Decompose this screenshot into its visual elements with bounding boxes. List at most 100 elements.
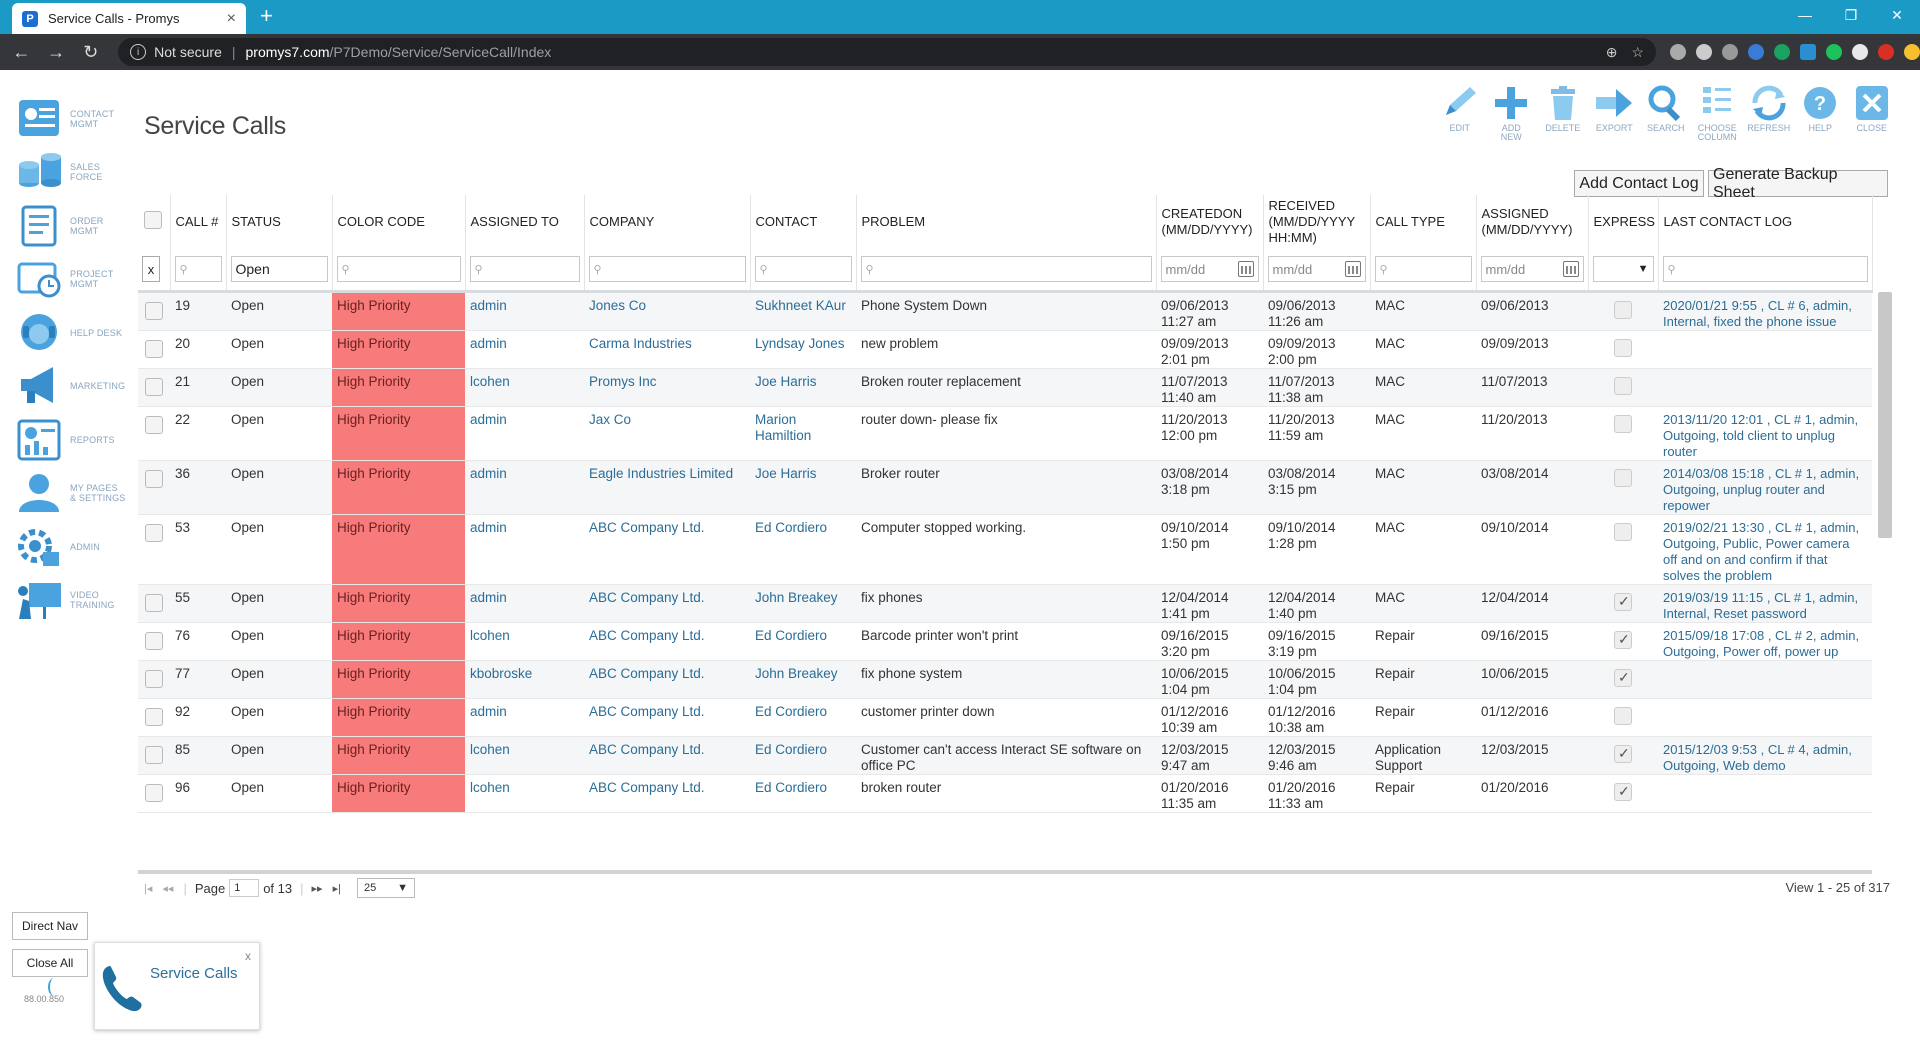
column-header-problem[interactable]: PROBLEM — [856, 195, 1157, 249]
company-cell[interactable]: ABC Company Ltd. — [584, 622, 750, 661]
last-contact-log-cell[interactable] — [1658, 774, 1872, 813]
calendar-icon[interactable] — [1562, 261, 1579, 278]
assigned-to-cell[interactable]: kbobroske — [465, 660, 584, 699]
assigned-to-cell[interactable]: lcohen — [465, 774, 584, 813]
edit-button[interactable]: EDIT — [1434, 84, 1486, 142]
contact-cell[interactable]: Ed Cordiero — [750, 736, 856, 775]
contact-cell[interactable]: Ed Cordiero — [750, 774, 856, 813]
assigned-to-cell[interactable]: admin — [465, 514, 584, 585]
reload-icon[interactable]: ↻ — [83, 41, 99, 62]
last-contact-log-cell[interactable]: 2015/09/18 17:08 , CL # 2, admin, Outgoi… — [1658, 622, 1872, 661]
sidebar-item-sales-force[interactable]: SALES FORCE — [16, 146, 126, 200]
company-cell[interactable]: Eagle Industries Limited — [584, 460, 750, 515]
company-cell[interactable]: ABC Company Ltd. — [584, 698, 750, 737]
clear-filters-button[interactable]: x — [142, 256, 160, 283]
last-contact-log-cell[interactable]: 2019/02/21 13:30 , CL # 1, admin, Outgoi… — [1658, 514, 1872, 585]
sidebar-item-help-desk[interactable]: HELP DESK — [16, 306, 126, 360]
new-tab-button[interactable]: + — [260, 3, 273, 28]
column-header-company[interactable]: COMPANY — [584, 195, 751, 249]
table-row[interactable]: 19 Open High Priority admin Jones Co Sukhneet… — [138, 291, 1872, 331]
task-window-close-icon[interactable]: x — [245, 949, 251, 963]
minimize-icon[interactable]: — — [1798, 7, 1812, 23]
table-row[interactable]: 76 Open High Priority lcohen ABC Company Ltd… — [138, 622, 1872, 661]
refresh-button[interactable]: REFRESH — [1743, 84, 1795, 142]
contact-cell[interactable]: Sukhneet KAur — [750, 291, 856, 331]
call-filter-input[interactable]: ⚲ — [174, 256, 222, 283]
company-cell[interactable]: ABC Company Ltd. — [584, 514, 750, 585]
last-contact-log-cell[interactable] — [1658, 698, 1872, 737]
assigned-to-filter-input[interactable]: ⚲ — [469, 256, 580, 283]
extension-icon[interactable] — [1903, 44, 1920, 60]
received-filter-input[interactable]: mm/dd — [1267, 256, 1366, 283]
export-button[interactable]: EXPORT — [1589, 84, 1641, 142]
sidebar-item-order-mgmt[interactable]: ORDER MGMT — [16, 199, 126, 253]
color-code-filter-input[interactable]: ⚲ — [336, 256, 461, 283]
status-filter-input[interactable]: Open — [230, 256, 328, 283]
forward-icon[interactable]: → — [47, 41, 66, 62]
createdon-filter-input[interactable]: mm/dd — [1160, 256, 1259, 283]
generate-backup-sheet-button[interactable]: Generate Backup Sheet — [1708, 166, 1888, 201]
row-select-checkbox[interactable] — [145, 523, 163, 542]
table-row[interactable]: 92 Open High Priority admin ABC Company Ltd.… — [138, 698, 1872, 737]
prev-page-icon[interactable]: ◂◂ — [162, 882, 174, 895]
page-number-input[interactable]: 1 — [229, 879, 260, 897]
last-contact-log-cell[interactable]: 2014/03/08 15:18 , CL # 1, admin, Outgoi… — [1658, 460, 1872, 515]
table-row[interactable]: 96 Open High Priority lcohen ABC Company Ltd… — [138, 774, 1872, 813]
row-select-checkbox[interactable] — [145, 469, 163, 488]
choose-column-button[interactable]: CHOOSE COLUMN — [1692, 84, 1744, 142]
table-row[interactable]: 22 Open High Priority admin Jax Co Marion Ham… — [138, 406, 1872, 461]
row-select-checkbox[interactable] — [145, 593, 163, 612]
column-header-color-code[interactable]: COLOR CODE — [332, 195, 466, 249]
last-contact-log-cell[interactable] — [1658, 368, 1872, 407]
search-button[interactable]: SEARCH — [1640, 84, 1692, 142]
contact-cell[interactable]: Joe Harris — [750, 460, 856, 515]
column-header-createdon[interactable]: CREATEDON (MM/DD/YYYY) — [1156, 195, 1264, 249]
contact-cell[interactable]: Ed Cordiero — [750, 514, 856, 585]
extension-icon[interactable] — [1825, 44, 1842, 60]
column-header-assigned-date[interactable]: ASSIGNED (MM/DD/YYYY) — [1476, 195, 1589, 249]
company-cell[interactable]: Jones Co — [584, 291, 750, 331]
company-cell[interactable]: ABC Company Ltd. — [584, 660, 750, 699]
last-page-icon[interactable]: ▸| — [332, 882, 341, 895]
next-page-icon[interactable]: ▸▸ — [311, 882, 323, 895]
info-icon[interactable]: i — [130, 44, 147, 60]
table-row[interactable]: 77 Open High Priority kbobroske ABC Company … — [138, 660, 1872, 699]
extension-icon[interactable] — [1851, 44, 1868, 60]
sidebar-item-marketing[interactable]: MARKETING — [16, 360, 126, 414]
restore-icon[interactable]: ❐ — [1844, 6, 1858, 23]
tab-close-icon[interactable]: × — [226, 9, 236, 27]
last-contact-log-cell[interactable] — [1658, 660, 1872, 699]
problem-filter-input[interactable]: ⚲ — [860, 256, 1152, 283]
sidebar-item-reports[interactable]: REPORTS — [16, 413, 126, 467]
vertical-scrollbar[interactable] — [1878, 292, 1892, 538]
last-contact-log-cell[interactable]: 2020/01/21 9:55 , CL # 6, admin, Interna… — [1658, 291, 1872, 331]
row-select-checkbox[interactable] — [145, 631, 163, 650]
table-row[interactable]: 36 Open High Priority admin Eagle Industries… — [138, 460, 1872, 515]
row-select-checkbox[interactable] — [145, 745, 163, 764]
express-filter-select[interactable]: ▼ — [1592, 256, 1654, 283]
table-row[interactable]: 21 Open High Priority lcohen Promys Inc Joe H… — [138, 368, 1872, 407]
last-contact-log-cell[interactable]: 2019/03/19 11:15 , CL # 1, admin, Intern… — [1658, 584, 1872, 623]
contact-cell[interactable]: John Breakey — [750, 660, 856, 699]
extension-icon[interactable] — [1747, 44, 1764, 60]
table-row[interactable]: 85 Open High Priority lcohen ABC Company Ltd… — [138, 736, 1872, 775]
close-button[interactable]: CLOSE — [1846, 84, 1898, 142]
row-select-checkbox[interactable] — [145, 707, 163, 726]
assigned-to-cell[interactable]: lcohen — [465, 736, 584, 775]
calendar-icon[interactable] — [1237, 261, 1254, 278]
contact-filter-input[interactable]: ⚲ — [754, 256, 852, 283]
direct-nav-button[interactable]: Direct Nav — [12, 912, 88, 940]
row-select-checkbox[interactable] — [145, 377, 163, 396]
window-close-icon[interactable]: ✕ — [1891, 6, 1903, 23]
select-all-checkbox[interactable] — [144, 211, 162, 229]
row-select-checkbox[interactable] — [145, 415, 163, 434]
back-icon[interactable]: ← — [12, 41, 31, 62]
row-select-checkbox[interactable] — [145, 669, 163, 688]
company-filter-input[interactable]: ⚲ — [588, 256, 746, 283]
contact-cell[interactable]: Marion Hamiltion — [750, 406, 856, 461]
column-header-call[interactable]: CALL # — [170, 195, 227, 249]
row-select-checkbox[interactable] — [145, 301, 163, 320]
bookmark-star-icon[interactable]: ☆ — [1631, 43, 1644, 60]
task-window-service-calls[interactable]: Service Calls x — [94, 942, 260, 1030]
sidebar-item-project-mgmt[interactable]: PROJECT MGMT — [16, 253, 126, 307]
